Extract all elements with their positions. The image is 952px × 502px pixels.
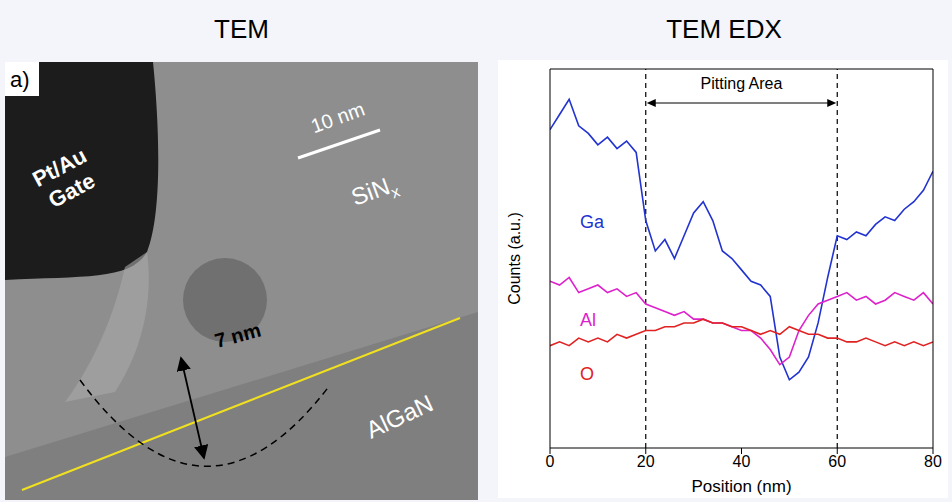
html-text:Ga: Ga (580, 212, 604, 232)
svg-text:0: 0 (546, 453, 555, 470)
svg-text:SiNx: SiNx (348, 169, 402, 214)
svg-text:60: 60 (828, 453, 846, 470)
svg-text:Counts (a.u.): Counts (a.u.) (506, 212, 523, 304)
svg-text:AlGaN: AlGaN (362, 389, 437, 443)
svg-text:Position (nm): Position (nm) (691, 477, 791, 496)
html-text:O: O (580, 364, 594, 384)
svg-text:80: 80 (924, 453, 942, 470)
svg-text:10 nm: 10 nm (308, 98, 368, 138)
svg-text:a): a) (10, 67, 30, 92)
svg-text:7 nm: 7 nm (212, 319, 263, 352)
html-text:TEM: TEM (214, 14, 269, 44)
svg-text:40: 40 (733, 453, 751, 470)
svg-text:Pitting Area: Pitting Area (701, 75, 783, 92)
html-text:Al: Al (580, 310, 596, 330)
svg-text:Pt/AuGate: Pt/AuGate (28, 143, 103, 215)
html-text:TEM EDX: TEM EDX (666, 14, 782, 44)
svg-text:20: 20 (637, 453, 655, 470)
